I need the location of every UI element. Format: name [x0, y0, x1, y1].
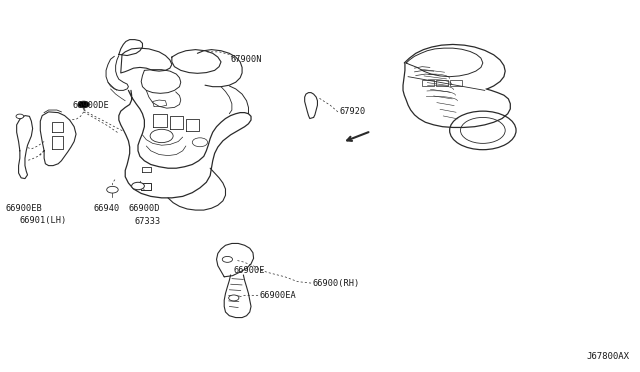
Bar — [451, 80, 462, 86]
Text: 66900EB: 66900EB — [6, 204, 42, 213]
Bar — [436, 80, 448, 86]
Text: 66900E: 66900E — [234, 266, 266, 275]
Circle shape — [150, 129, 173, 142]
Bar — [422, 80, 434, 86]
Text: 66900(RH): 66900(RH) — [312, 279, 360, 288]
Text: 66901(LH): 66901(LH) — [20, 216, 67, 225]
Circle shape — [16, 114, 24, 119]
Circle shape — [228, 295, 239, 301]
Text: 67333: 67333 — [135, 217, 161, 226]
Text: 67920: 67920 — [339, 108, 365, 116]
Text: 67900N: 67900N — [230, 55, 262, 64]
Circle shape — [192, 138, 207, 147]
Text: J67800AX: J67800AX — [587, 352, 630, 361]
Circle shape — [107, 186, 118, 193]
Circle shape — [222, 256, 232, 262]
Circle shape — [132, 182, 145, 190]
Circle shape — [78, 101, 90, 108]
Text: 66940: 66940 — [93, 204, 120, 213]
Text: 66900EA: 66900EA — [259, 291, 296, 300]
Text: 66900DE: 66900DE — [72, 101, 109, 110]
Text: 66900D: 66900D — [129, 204, 160, 213]
